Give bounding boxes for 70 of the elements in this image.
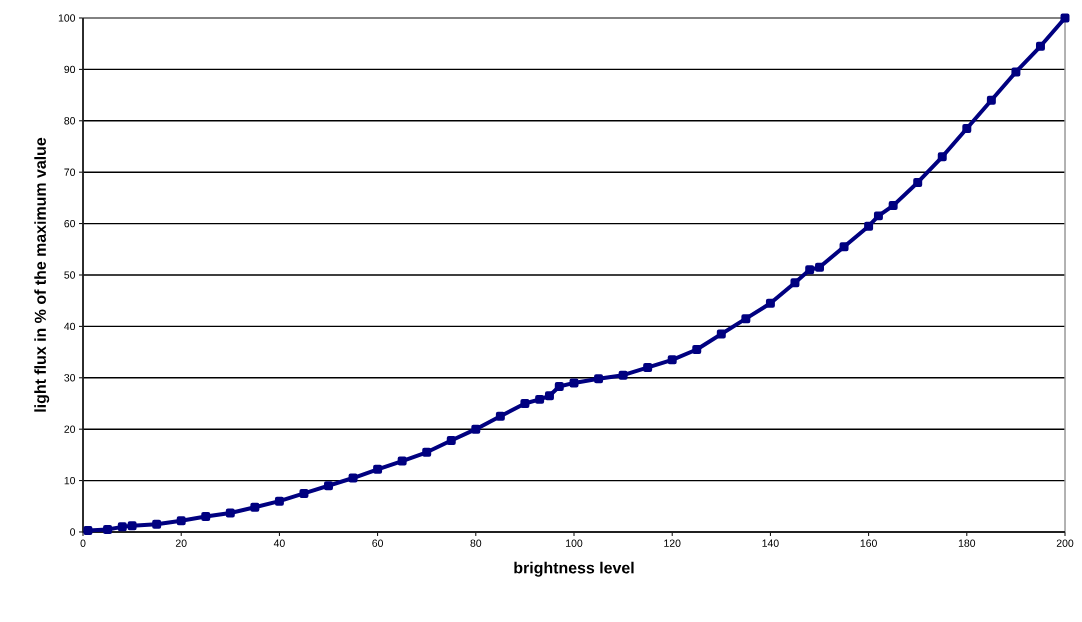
point [117, 522, 127, 532]
point [873, 211, 883, 221]
point [569, 378, 579, 388]
point [1035, 41, 1045, 51]
point [765, 298, 775, 308]
point [495, 411, 505, 421]
point [397, 456, 407, 466]
point [815, 262, 824, 272]
point [520, 398, 530, 408]
point [962, 124, 972, 133]
y-tick-label: 50 [64, 271, 76, 279]
point [716, 329, 726, 339]
x-tick-label: 60 [372, 539, 384, 547]
x-tick-label: 200 [1056, 539, 1074, 547]
point [986, 95, 996, 105]
point [1060, 13, 1070, 23]
point [618, 370, 628, 380]
point [274, 496, 284, 506]
y-tick-label: 100 [58, 14, 76, 22]
y-tick-label: 60 [64, 219, 76, 228]
point [544, 391, 554, 401]
point [805, 265, 815, 275]
x-tick-label: 80 [470, 539, 482, 547]
point [127, 521, 137, 531]
y-tick-label: 80 [64, 117, 76, 125]
point [937, 152, 947, 162]
y-tick-label: 40 [64, 322, 76, 331]
x-tick-label: 0 [80, 539, 86, 547]
point [888, 201, 898, 211]
point [176, 516, 186, 526]
point [83, 525, 93, 535]
point [913, 177, 923, 187]
point [471, 424, 481, 434]
point [152, 519, 162, 529]
point [839, 242, 849, 252]
y-axis-title: light flux in % of the maximum value [34, 137, 50, 412]
y-tick-label: 30 [64, 374, 76, 382]
point [225, 508, 235, 518]
point [446, 436, 456, 445]
x-tick-label: 20 [175, 539, 187, 547]
point [594, 374, 604, 384]
point [373, 464, 383, 474]
point [348, 473, 358, 483]
point [201, 512, 211, 522]
x-tick-label: 40 [273, 539, 285, 547]
y-tick-label: 20 [64, 425, 76, 433]
point [554, 382, 564, 392]
y-tick-label: 70 [64, 168, 76, 176]
x-tick-label: 160 [860, 539, 877, 547]
point [1011, 67, 1021, 77]
x-tick-label: 100 [566, 539, 583, 547]
point [692, 345, 702, 354]
point [667, 355, 677, 365]
point [103, 524, 113, 534]
x-axis-title: brightness level [514, 561, 634, 577]
y-tick-label: 10 [64, 476, 76, 485]
point [864, 221, 874, 231]
y-tick-label: 90 [64, 65, 76, 74]
x-tick-label: 180 [958, 539, 976, 547]
point [741, 314, 751, 324]
point [324, 481, 333, 491]
point [790, 278, 800, 288]
x-tick-label: 140 [762, 539, 779, 547]
point [422, 447, 432, 457]
y-tick-label: 0 [70, 528, 76, 536]
x-tick-label: 120 [664, 539, 681, 547]
point [299, 488, 309, 498]
point [643, 363, 653, 372]
point [535, 394, 545, 404]
point [250, 502, 260, 512]
